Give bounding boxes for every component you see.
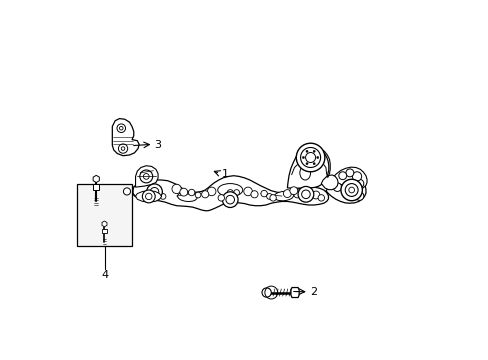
Polygon shape xyxy=(93,175,99,183)
Circle shape xyxy=(142,190,155,203)
Circle shape xyxy=(305,163,307,165)
Circle shape xyxy=(118,144,127,153)
Circle shape xyxy=(293,191,300,198)
Circle shape xyxy=(316,157,318,158)
Ellipse shape xyxy=(217,184,242,197)
Circle shape xyxy=(244,187,252,196)
Ellipse shape xyxy=(273,192,293,201)
Text: 4: 4 xyxy=(102,270,108,280)
Circle shape xyxy=(226,190,233,196)
Circle shape xyxy=(222,192,238,207)
Polygon shape xyxy=(112,118,139,156)
Circle shape xyxy=(154,189,162,196)
Circle shape xyxy=(332,183,341,192)
Ellipse shape xyxy=(177,192,197,202)
Circle shape xyxy=(225,195,234,204)
Ellipse shape xyxy=(299,166,310,180)
Text: 2: 2 xyxy=(309,287,316,297)
Bar xyxy=(77,184,132,246)
Circle shape xyxy=(300,189,306,196)
Circle shape xyxy=(283,190,291,198)
Polygon shape xyxy=(123,187,131,196)
Circle shape xyxy=(298,186,313,202)
Circle shape xyxy=(218,195,224,201)
Circle shape xyxy=(317,195,324,201)
Text: 1: 1 xyxy=(221,169,228,179)
Circle shape xyxy=(140,170,152,183)
Circle shape xyxy=(300,148,320,167)
Circle shape xyxy=(269,195,276,201)
Polygon shape xyxy=(102,221,107,227)
Circle shape xyxy=(312,163,315,165)
Circle shape xyxy=(266,194,272,199)
Circle shape xyxy=(340,179,362,201)
Circle shape xyxy=(188,189,194,196)
Polygon shape xyxy=(93,184,99,190)
Circle shape xyxy=(352,172,361,181)
Circle shape xyxy=(201,191,208,198)
Circle shape xyxy=(262,288,271,297)
Circle shape xyxy=(302,157,304,158)
Circle shape xyxy=(160,194,165,199)
Polygon shape xyxy=(133,176,328,211)
Circle shape xyxy=(305,150,307,152)
Circle shape xyxy=(301,190,309,199)
Circle shape xyxy=(117,124,125,132)
Polygon shape xyxy=(131,183,182,199)
Circle shape xyxy=(311,191,319,199)
Polygon shape xyxy=(321,175,337,190)
Circle shape xyxy=(348,187,354,193)
Circle shape xyxy=(289,187,297,195)
Circle shape xyxy=(123,188,130,195)
Ellipse shape xyxy=(343,189,356,197)
Circle shape xyxy=(354,192,363,201)
Circle shape xyxy=(261,190,267,197)
Circle shape xyxy=(145,193,152,200)
Circle shape xyxy=(338,172,346,180)
Circle shape xyxy=(207,187,216,196)
Circle shape xyxy=(305,153,315,162)
Circle shape xyxy=(195,192,201,198)
Circle shape xyxy=(143,174,149,179)
Text: 3: 3 xyxy=(154,140,161,150)
Circle shape xyxy=(250,191,258,198)
Polygon shape xyxy=(287,147,328,188)
Polygon shape xyxy=(135,191,162,202)
Circle shape xyxy=(121,147,124,150)
Circle shape xyxy=(150,188,159,196)
Polygon shape xyxy=(290,288,299,297)
Circle shape xyxy=(119,126,123,130)
Polygon shape xyxy=(102,229,107,233)
Circle shape xyxy=(345,169,353,177)
Polygon shape xyxy=(135,166,158,187)
Circle shape xyxy=(233,190,239,195)
Circle shape xyxy=(146,184,162,200)
Circle shape xyxy=(180,188,187,196)
Circle shape xyxy=(345,184,357,197)
Circle shape xyxy=(296,143,324,172)
Circle shape xyxy=(354,179,363,188)
Polygon shape xyxy=(329,167,366,189)
Circle shape xyxy=(172,184,181,194)
Polygon shape xyxy=(325,177,365,203)
Circle shape xyxy=(312,150,315,152)
